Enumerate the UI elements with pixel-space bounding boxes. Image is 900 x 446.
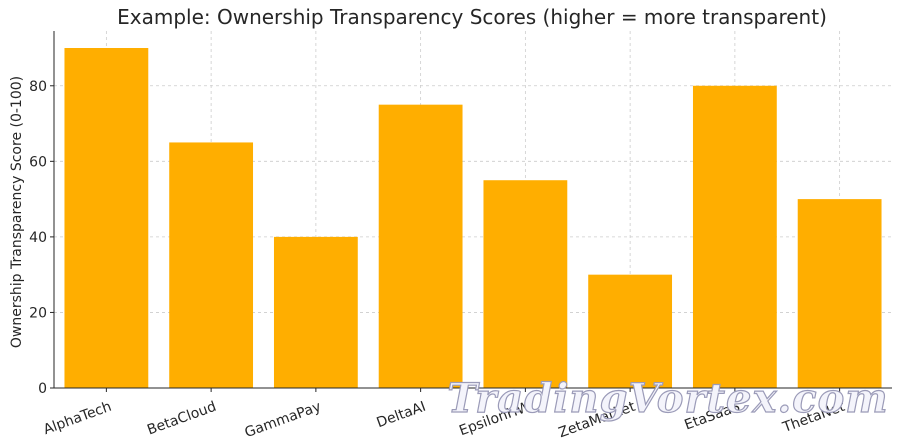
- y-tick-label: 80: [29, 79, 47, 95]
- x-tick-label: DeltaAI: [375, 399, 428, 431]
- y-tick-label: 20: [29, 305, 47, 321]
- bar-gammapay: [273, 236, 358, 388]
- y-tick-label: 0: [38, 381, 47, 397]
- axis-layer: [50, 31, 892, 392]
- bar-alphatech: [64, 48, 149, 388]
- bar-epsilonhw: [483, 180, 568, 388]
- bar-layer: [64, 48, 882, 389]
- bar-deltaai: [378, 104, 463, 389]
- y-tick-label: 60: [29, 154, 47, 170]
- x-tick-label: AlphaTech: [41, 399, 113, 438]
- bar-etasaas: [692, 85, 777, 389]
- x-tick-label: GammaPay: [243, 399, 324, 441]
- y-tick-label: 40: [29, 230, 47, 246]
- bar-betacloud: [169, 142, 254, 388]
- bar-thetanet: [797, 199, 882, 388]
- x-tick-label: BetaCloud: [145, 399, 218, 439]
- watermark: TradingVortex.com: [447, 375, 888, 422]
- y-axis-label: Ownership Transparency Score (0-100): [9, 76, 25, 348]
- chart-title: Example: Ownership Transparency Scores (…: [117, 5, 827, 29]
- bar-zetamarket: [588, 274, 673, 388]
